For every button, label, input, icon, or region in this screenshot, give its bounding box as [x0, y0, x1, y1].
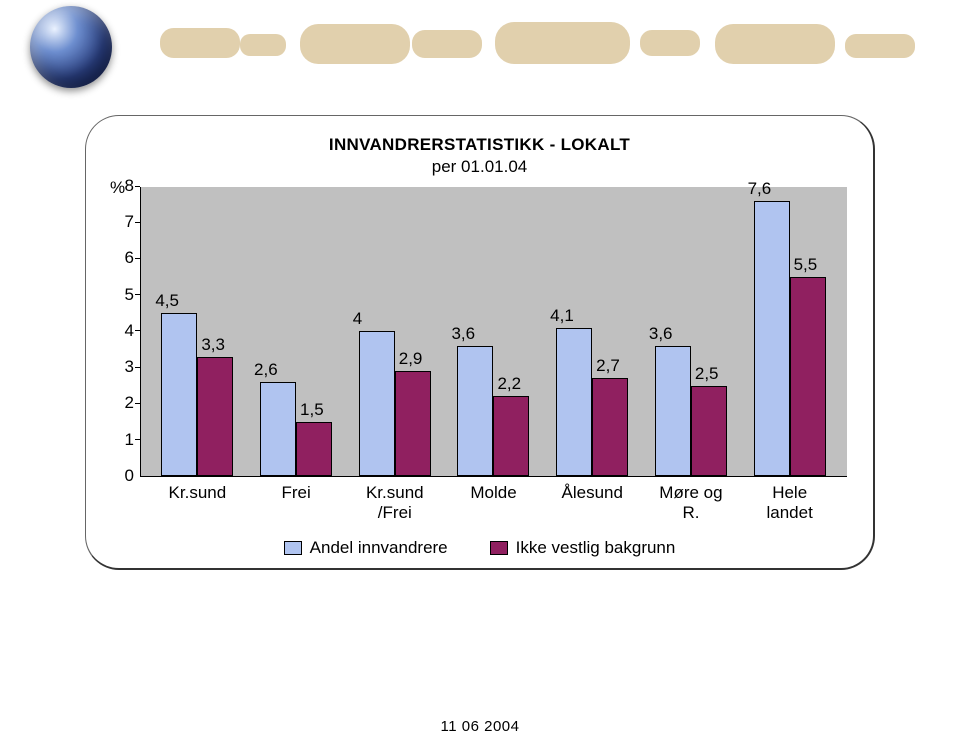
continent-blob — [240, 34, 286, 56]
bar-group: 4,53,3 — [161, 187, 233, 476]
bar-group: 42,9 — [359, 187, 431, 476]
bar — [493, 396, 529, 475]
value-label: 4,1 — [550, 306, 574, 326]
legend-item: Ikke vestlig bakgrunn — [490, 538, 676, 558]
bar — [395, 371, 431, 476]
bar-wrap: 7,6 — [754, 187, 790, 476]
continent-blob — [160, 28, 240, 58]
legend-item: Andel innvandrere — [284, 538, 448, 558]
chart-title: INNVANDRERSTATISTIKK - LOKALT — [112, 134, 847, 156]
bar-group: 3,62,5 — [655, 187, 727, 476]
legend-label: Andel innvandrere — [310, 538, 448, 558]
bar-series: 4,53,32,61,542,93,62,24,12,73,62,57,65,5 — [140, 187, 847, 476]
legend-swatch — [284, 541, 302, 555]
x-label: Helelandet — [740, 483, 839, 524]
bar-wrap: 3,6 — [457, 187, 493, 476]
bar-wrap: 2,9 — [395, 187, 431, 476]
value-label: 2,9 — [399, 349, 423, 369]
bar-group: 2,61,5 — [260, 187, 332, 476]
bar — [790, 277, 826, 476]
value-label: 3,3 — [201, 335, 225, 355]
x-label: Frei — [247, 483, 346, 524]
bar-wrap: 2,6 — [260, 187, 296, 476]
chart-body: 876543210 4,53,32,61,542,93,62,24,12,73,… — [112, 187, 847, 477]
value-label: 1,5 — [300, 400, 324, 420]
chart-card: % INNVANDRERSTATISTIKK - LOKALT per 01.0… — [85, 115, 875, 570]
bar — [592, 378, 628, 476]
bar — [691, 386, 727, 476]
legend-label: Ikke vestlig bakgrunn — [516, 538, 676, 558]
value-label: 2,7 — [596, 356, 620, 376]
globe-icon — [30, 6, 112, 88]
bar — [197, 357, 233, 476]
x-label: Kr.sund/Frei — [345, 483, 444, 524]
bar-wrap: 1,5 — [296, 187, 332, 476]
bar-wrap: 2,2 — [493, 187, 529, 476]
bar-group: 7,65,5 — [754, 187, 826, 476]
y-unit-label: % — [110, 178, 125, 198]
bar-wrap: 2,5 — [691, 187, 727, 476]
bar-wrap: 5,5 — [790, 187, 826, 476]
bar — [359, 331, 395, 476]
bar-wrap: 3,3 — [197, 187, 233, 476]
value-label: 2,5 — [695, 364, 719, 384]
x-axis: Kr.sundFreiKr.sund/FreiMoldeÅlesundMøre … — [140, 477, 847, 524]
plot-area: 4,53,32,61,542,93,62,24,12,73,62,57,65,5 — [140, 187, 847, 477]
bar-wrap: 2,7 — [592, 187, 628, 476]
bar-wrap: 4,1 — [556, 187, 592, 476]
chart-head: INNVANDRERSTATISTIKK - LOKALT per 01.01.… — [112, 134, 847, 179]
value-label: 2,2 — [497, 374, 521, 394]
bar-group: 4,12,7 — [556, 187, 628, 476]
value-label: 3,6 — [451, 324, 475, 344]
continent-blob — [715, 24, 835, 64]
banner — [0, 0, 960, 90]
continent-blob — [412, 30, 482, 58]
continent-blob — [845, 34, 915, 58]
continent-blob — [300, 24, 410, 64]
bar — [655, 346, 691, 476]
bar — [754, 201, 790, 476]
continent-blob — [640, 30, 700, 56]
chart-subtitle: per 01.01.04 — [112, 156, 847, 178]
bar — [556, 328, 592, 476]
bar — [260, 382, 296, 476]
date-stamp: 11 06 2004 — [0, 718, 960, 735]
value-label: 7,6 — [748, 179, 772, 199]
x-label: Møre ogR. — [642, 483, 741, 524]
bar-group: 3,62,2 — [457, 187, 529, 476]
bar-wrap: 4 — [359, 187, 395, 476]
bar — [457, 346, 493, 476]
value-label: 4 — [353, 309, 362, 329]
value-label: 5,5 — [794, 255, 818, 275]
y-axis: 876543210 — [112, 187, 140, 477]
x-label: Ålesund — [543, 483, 642, 524]
x-label: Molde — [444, 483, 543, 524]
x-label: Kr.sund — [148, 483, 247, 524]
value-label: 4,5 — [155, 291, 179, 311]
value-label: 3,6 — [649, 324, 673, 344]
bar-wrap: 3,6 — [655, 187, 691, 476]
bar — [296, 422, 332, 476]
value-label: 2,6 — [254, 360, 278, 380]
legend: Andel innvandrere Ikke vestlig bakgrunn — [112, 538, 847, 558]
continent-blob — [495, 22, 630, 64]
legend-swatch — [490, 541, 508, 555]
bar — [161, 313, 197, 476]
bar-wrap: 4,5 — [161, 187, 197, 476]
